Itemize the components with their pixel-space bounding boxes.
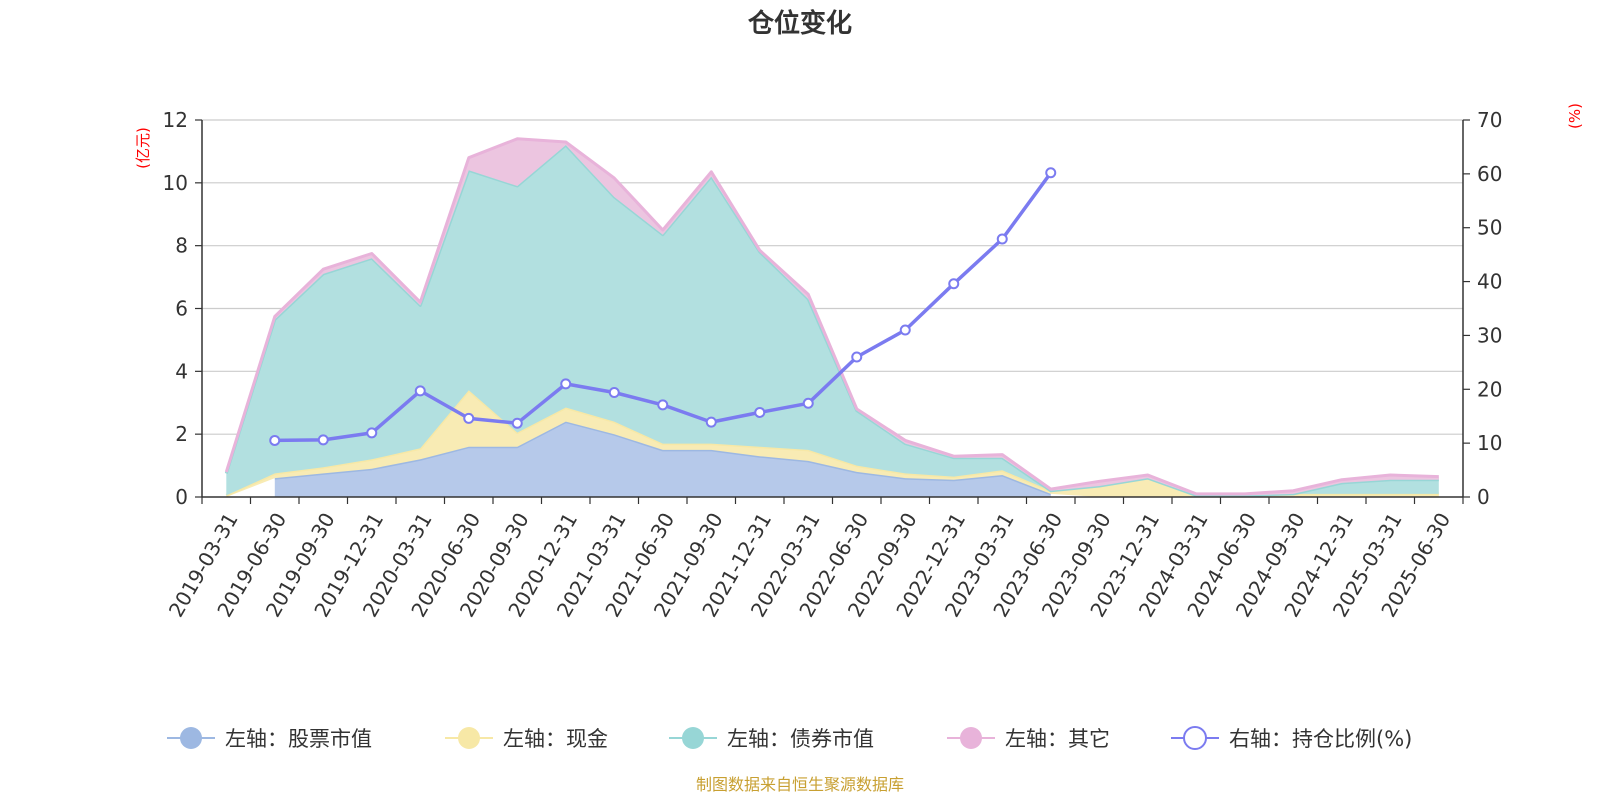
left-axis-tick-label: 4 (175, 359, 188, 383)
ratio-line (269, 167, 1057, 446)
chart-title: 仓位变化 (747, 8, 852, 39)
right-axis-tick-label: 60 (1477, 162, 1502, 186)
right-axis-tick-label: 30 (1477, 323, 1502, 347)
ratio-line-point (851, 351, 863, 363)
left-axis-unit: (亿元) (134, 127, 152, 169)
legend-label: 左轴：现金 (503, 727, 608, 751)
legend-circle-marker (960, 727, 982, 749)
legend-label: 左轴：股票市值 (225, 727, 372, 751)
ratio-line-point (366, 427, 378, 439)
area-fill-series-0 (274, 421, 1051, 497)
right-axis-tick-label: 10 (1477, 431, 1502, 455)
area-edge-series-3 (224, 137, 1439, 496)
legend-label: 左轴：债券市值 (727, 727, 874, 751)
right-axis-tick-label: 40 (1477, 270, 1502, 294)
right-axis-tick-label: 50 (1477, 216, 1502, 240)
legend-item: 左轴：其它 (947, 727, 1110, 751)
legend: 左轴：股票市值 左轴：现金 左轴：债券市值 左轴：其它 右轴：持仓比例(%) (167, 726, 1412, 751)
stacked-areas (224, 137, 1439, 497)
ratio-line-point (996, 233, 1008, 245)
ratio-line-point (705, 416, 717, 428)
ratio-line-point (463, 412, 475, 424)
legend-item: 左轴：债券市值 (669, 727, 874, 751)
area-fill-series-1 (226, 390, 1439, 497)
legend-circle-marker (180, 727, 202, 749)
ratio-line-point (317, 434, 329, 446)
ratio-line-point (608, 387, 620, 399)
left-axis-tick-label: 12 (163, 108, 188, 132)
ratio-line-point (511, 417, 523, 429)
legend-label: 右轴：持仓比例(%) (1229, 727, 1412, 751)
legend-circle-marker (682, 727, 704, 749)
left-axis-tick-label: 2 (175, 422, 188, 446)
ratio-line-point (657, 399, 669, 411)
legend-circle-marker (1183, 726, 1207, 750)
left-axis-tick-label: 10 (163, 171, 188, 195)
legend-label: 左轴：其它 (1005, 727, 1110, 751)
ratio-line-point (754, 406, 766, 418)
legend-item: 左轴：股票市值 (167, 727, 372, 751)
right-axis-tick-label: 20 (1477, 377, 1502, 401)
ratio-line-point (269, 434, 281, 446)
legend-item: 左轴：现金 (445, 727, 608, 751)
ratio-line-point (948, 278, 960, 290)
left-axis-tick-label: 6 (175, 297, 188, 321)
ratio-line-point (899, 324, 911, 336)
right-axis-unit: (%) (1566, 103, 1584, 129)
right-axis-tick-label: 0 (1477, 485, 1490, 509)
ratio-line-point (1045, 167, 1057, 179)
left-axis-tick-label: 8 (175, 234, 188, 258)
right-axis-tick-label: 70 (1477, 108, 1502, 132)
ratio-line-point (802, 397, 814, 409)
left-axis-tick-label: 0 (175, 485, 188, 509)
ratio-line-point (560, 378, 572, 390)
data-source-note: 制图数据来自恒生聚源数据库 (696, 775, 904, 794)
legend-item: 右轴：持仓比例(%) (1171, 726, 1412, 751)
ratio-line-point (414, 385, 426, 397)
area-fill-series-2 (226, 145, 1439, 496)
legend-circle-marker (458, 727, 480, 749)
